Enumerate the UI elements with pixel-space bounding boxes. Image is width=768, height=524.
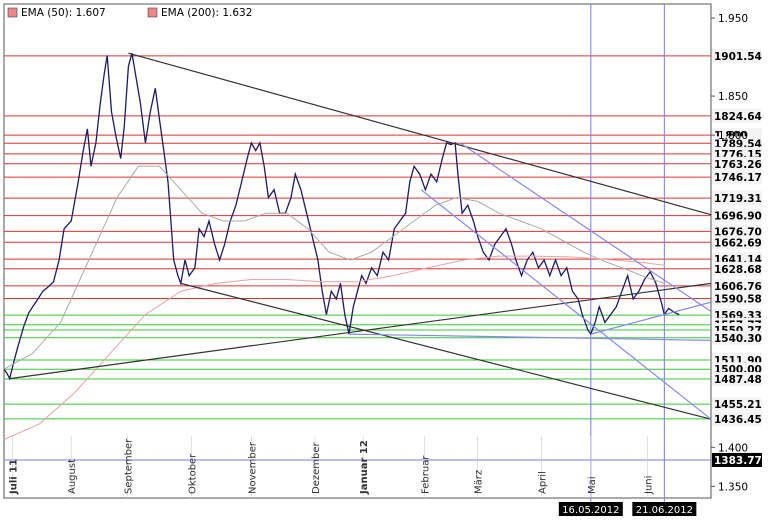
x-tick-label: Mai	[587, 476, 598, 494]
resistance-label: 1662.69	[712, 235, 762, 250]
support-label-text: 1436.45	[714, 414, 762, 426]
resistance-label-bg	[712, 261, 762, 276]
resistance-label: 1590.58	[712, 291, 762, 306]
resistance-label-text: 1824.64	[714, 111, 762, 123]
resistance-label-bg	[712, 278, 762, 293]
resistance-label-text: 1590.58	[714, 294, 762, 306]
legend-label: EMA (50): 1.607	[21, 7, 106, 19]
trendline-blue	[349, 333, 712, 341]
legend-swatch	[7, 7, 18, 18]
resistance-label-text: 1662.69	[714, 237, 762, 249]
legend-item: EMA (50): 1.607	[7, 7, 106, 19]
support-label-bg	[712, 411, 762, 426]
y-tick-label: 1.350	[718, 481, 748, 493]
x-tick-label: Juni	[643, 476, 654, 495]
x-axis: Juli 11 August September Oktober November Dez…	[8, 436, 654, 498]
resistance-label: 1901.54	[712, 48, 762, 63]
resistance-label-bg	[712, 136, 762, 151]
resistance-label-bg	[712, 48, 762, 63]
resistance-label: 1763.26	[712, 156, 762, 171]
legend-swatch	[147, 7, 158, 18]
resistance-label: 1719.31	[712, 191, 762, 206]
x-tick-label: Oktober	[187, 453, 198, 494]
trendline-blue	[459, 142, 712, 312]
x-tick-label: April	[537, 471, 548, 494]
resistance-label: 1696.90	[712, 208, 762, 223]
bottom-level-label-text: 1383.77	[714, 455, 762, 467]
trendline-blue	[590, 301, 712, 335]
levels-layer	[4, 55, 711, 461]
resistance-label-bg	[712, 291, 762, 306]
resistance-label: 1628.68	[712, 261, 762, 276]
series-layer	[3, 53, 680, 440]
legend: EMA (50): 1.607 EMA (200): 1.632	[7, 7, 252, 19]
resistance-label-bg	[712, 235, 762, 250]
plot-frame	[3, 3, 712, 499]
trendline-blue	[420, 189, 712, 420]
support-label: 1455.21	[712, 397, 762, 412]
resistance-label: 1824.64	[712, 108, 762, 123]
trendline-black	[180, 282, 712, 420]
support-label-bg	[712, 397, 762, 412]
support-label-bg	[712, 372, 762, 387]
date-marker-text: 16.05.2012	[562, 505, 619, 516]
y-tick-label: 1.850	[718, 91, 748, 103]
x-tick-label: März	[474, 470, 485, 494]
resistance-label-bg	[712, 208, 762, 223]
support-label: 1540.30	[712, 330, 762, 345]
bottom-level-label-bg	[712, 452, 762, 467]
trendline-black	[9, 282, 712, 380]
x-tick-label: Dezember	[311, 442, 322, 494]
legend-label: EMA (200): 1.632	[161, 7, 252, 19]
trendline-black	[128, 52, 712, 216]
x-tick-label: November	[247, 441, 258, 494]
date-marker-label: 16.05.2012	[558, 502, 623, 516]
series-line	[3, 165, 666, 370]
trend-layer	[9, 52, 712, 420]
resistance-label-bg	[712, 170, 762, 185]
resistance-label-bg	[712, 108, 762, 123]
support-label: 1436.45	[712, 411, 762, 426]
x-tick-label: August	[67, 459, 78, 494]
bottom-level-label: 1383.77	[712, 452, 762, 467]
resistance-label-text: 1763.26	[714, 159, 762, 171]
resistance-label-text: 1901.54	[714, 51, 762, 63]
date-marker-bg	[632, 502, 697, 516]
x-tick-label: Juli 11	[8, 459, 19, 495]
resistance-label-text: 1719.31	[714, 193, 762, 205]
x-tick-label: Februar	[421, 455, 432, 494]
markers-layer: 16.05.2012 21.06.2012	[558, 4, 697, 516]
resistance-label-text: 1606.76	[714, 281, 762, 293]
x-tick-label: September	[124, 438, 135, 494]
date-marker-bg	[558, 502, 623, 516]
support-label-text: 1455.21	[714, 399, 762, 411]
resistance-label-bg	[712, 224, 762, 239]
date-marker-label: 21.06.2012	[632, 502, 697, 516]
resistance-label-text: 1746.17	[714, 172, 762, 184]
y-tick-label: 1.950	[718, 13, 748, 25]
support-label-text: 1487.48	[714, 374, 762, 386]
legend-item: EMA (200): 1.632	[147, 7, 252, 19]
support-label-text: 1540.30	[714, 333, 762, 345]
resistance-label-text: 1628.68	[714, 264, 762, 276]
date-marker-text: 21.06.2012	[636, 505, 693, 516]
y-axis: 1901.541824.641.8001789.541776.151763.26…	[711, 13, 762, 493]
resistance-label-text: 1696.90	[714, 211, 762, 223]
support-label-bg	[712, 330, 762, 345]
resistance-label-bg	[712, 156, 762, 171]
support-label: 1487.48	[712, 372, 762, 387]
resistance-label: 1746.17	[712, 170, 762, 185]
series-line	[3, 53, 680, 381]
resistance-label: 1606.76	[712, 278, 762, 293]
y-tick-label: 1.400	[718, 442, 748, 454]
y-tick-label: 1.800	[718, 130, 748, 142]
series-line	[3, 255, 666, 440]
resistance-label-bg	[712, 191, 762, 206]
x-tick-label: Januar 12	[359, 440, 370, 495]
